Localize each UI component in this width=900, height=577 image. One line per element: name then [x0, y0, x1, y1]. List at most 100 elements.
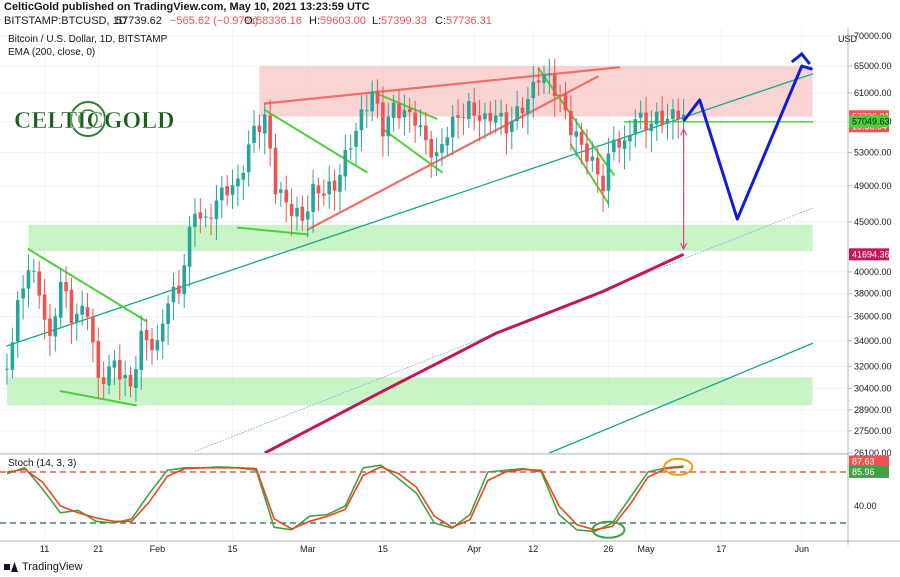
candle-body: [193, 213, 197, 228]
candle-body: [574, 131, 579, 137]
candle-body: [187, 226, 192, 267]
candle-body: [112, 360, 117, 368]
candle-body: [5, 368, 9, 370]
candle-body: [547, 73, 552, 76]
candle-body: [601, 175, 605, 192]
candle-body: [139, 330, 144, 371]
chart-area[interactable]: 70000.0065000.0061000.0057000.0053000.00…: [0, 28, 900, 558]
stoch-red-line: [6, 466, 684, 531]
zones-layer: [7, 66, 813, 406]
candle-body: [300, 206, 305, 221]
candle-body: [15, 299, 20, 342]
candle-body: [531, 81, 536, 99]
candle-body: [606, 153, 611, 191]
stoch-green-line: [6, 464, 684, 533]
high-value: 59603.00: [320, 15, 366, 27]
candle-body: [91, 316, 95, 343]
candle-body: [504, 112, 509, 134]
y-tick-label: 49000.00: [854, 181, 892, 191]
y-tick-label: 53000.00: [854, 148, 892, 158]
x-tick-label: 15: [378, 544, 388, 554]
y-tick-label: 26100.00: [854, 448, 892, 458]
candle-body: [69, 289, 74, 324]
open-value: 58336.16: [256, 15, 302, 27]
y-tick-label: 70000.00: [854, 31, 892, 41]
candle-body: [160, 323, 165, 342]
candle-body: [542, 74, 546, 83]
overlay-layer: [264, 51, 813, 453]
x-tick-label: Mar: [300, 544, 316, 554]
ema-200-line: [264, 252, 685, 453]
candle-body: [305, 211, 310, 220]
candle-body: [644, 112, 648, 130]
candle-body: [483, 113, 487, 120]
candle-body: [166, 303, 170, 325]
candle-body: [579, 131, 584, 145]
axes: 70000.0065000.0061000.0057000.0053000.00…: [0, 28, 900, 554]
green-wedge-line: [381, 128, 443, 174]
x-tick-label: 21: [93, 544, 103, 554]
y-tick-label: 40000.00: [854, 267, 892, 277]
candle-body: [37, 271, 42, 296]
stoch-badge-box: [849, 455, 889, 468]
candle-body: [198, 212, 203, 219]
celtic-knot-inner-icon: [78, 109, 98, 129]
currency-usd: USD: [838, 34, 858, 44]
arrow-down-icon: [680, 242, 688, 251]
tradingview-text: TradingView: [22, 561, 83, 573]
dotted-trendline: [194, 207, 813, 452]
y-tick-label: 34000.00: [854, 336, 892, 346]
celtic-knot-icon: [70, 101, 106, 137]
candle-body: [633, 119, 638, 135]
candle-body: [654, 111, 659, 125]
x-tick-label: Feb: [150, 544, 166, 554]
price-badge-text: 41694.36: [852, 249, 890, 259]
arrow-up-icon: [680, 127, 688, 136]
y-tick-label: 36000.00: [854, 312, 892, 322]
candle-body: [128, 374, 133, 387]
candle-body: [671, 109, 675, 120]
candle-body: [225, 186, 229, 196]
legend-title: Bitcoin / U.S. Dollar, 1D, BITSTAMP: [8, 34, 168, 45]
y-tick-label: 65000.00: [854, 61, 892, 71]
candle-body: [493, 115, 498, 123]
x-tick-label: 11: [40, 544, 49, 554]
stoch-badge-text: 87.63: [852, 457, 875, 467]
candle-body: [552, 73, 557, 97]
projection-path: [682, 64, 813, 221]
candle-body: [42, 294, 47, 320]
candle-body: [209, 217, 213, 219]
tradingview-logo[interactable]: TradingView: [4, 560, 83, 574]
candle-body: [370, 91, 374, 112]
candle-body: [214, 200, 219, 220]
candle-body: [279, 189, 283, 193]
candle-body: [64, 282, 68, 292]
green-wedge-line: [263, 108, 368, 174]
candle-body: [354, 130, 358, 147]
candle-body: [257, 125, 262, 133]
candle-body: [456, 115, 460, 118]
candle-body: [445, 137, 450, 146]
candle-body: [123, 374, 127, 379]
candle-body: [509, 121, 514, 133]
price-change: −565.62 (−0.97%): [170, 15, 259, 27]
candle-body: [171, 286, 176, 303]
candle-body: [220, 187, 224, 201]
candle-body: [246, 144, 251, 173]
candle-body: [590, 156, 595, 161]
candle-body: [53, 316, 58, 337]
y-tick-label: 45000.00: [854, 217, 892, 227]
x-tick-label: 15: [228, 544, 238, 554]
candle-body: [327, 181, 331, 195]
candle-body: [80, 305, 84, 315]
candle-body: [117, 359, 122, 380]
candle-body: [536, 80, 541, 83]
candle-body: [440, 143, 444, 153]
candles-layer: [5, 58, 686, 402]
green-wedge-line: [27, 248, 148, 323]
green-wedge-line: [569, 143, 610, 205]
candle-body: [268, 115, 272, 149]
overbought-circle: [663, 457, 694, 476]
price-badge-text: 57049.63: [852, 116, 890, 126]
candle-body: [322, 193, 326, 196]
